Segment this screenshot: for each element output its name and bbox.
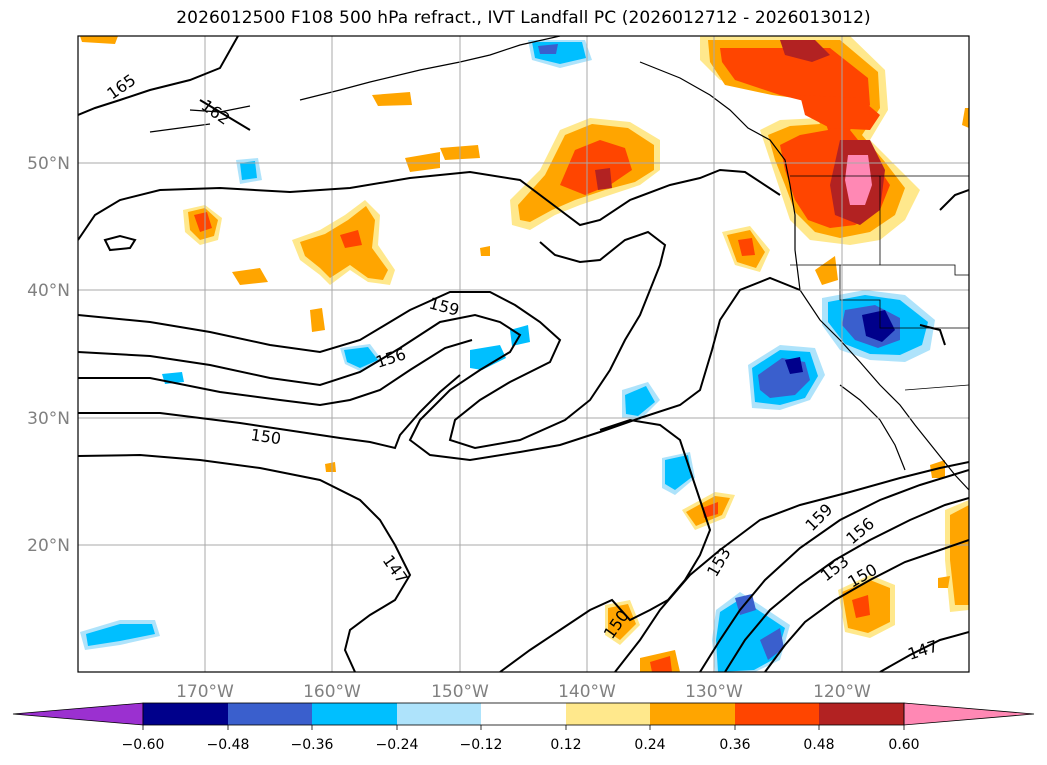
colorbar: −0.60 −0.48 −0.36 −0.24 −0.12 0.12 0.24 … [12,702,1035,753]
map-title: 2026012500 F108 500 hPa refract., IVT La… [176,8,871,28]
coastlines [149,36,969,491]
lat-label: 30°N [27,409,70,429]
colorbar-segment [735,703,819,725]
lon-label: 130°W [685,682,743,702]
political-borders [790,175,969,391]
colorbar-over-arrow [903,702,1035,726]
height-contours [78,36,969,672]
colorbar-segment [397,703,481,725]
colorbar-tick-label: −0.48 [207,737,250,753]
colorbar-tick-label: −0.60 [122,737,165,753]
lat-label: 50°N [27,154,70,174]
colorbar-tick-label: 0.60 [888,737,919,753]
latitude-labels: 50°N 40°N 30°N 20°N [27,154,70,556]
longitude-labels: 170°W 160°W 150°W 140°W 130°W 120°W [176,682,871,702]
colorbar-tick-label: −0.36 [291,737,334,753]
shading-layer [80,36,969,672]
lon-label: 120°W [813,682,871,702]
gridlines [78,36,969,672]
colorbar-tick-label: 0.48 [803,737,834,753]
colorbar-tick-label: −0.24 [376,737,419,753]
colorbar-segment [312,703,397,725]
colorbar-frame [142,702,905,726]
colorbar-tick-label: −0.12 [460,737,503,753]
lat-label: 20°N [27,536,70,556]
lon-label: 140°W [558,682,616,702]
contour-label: 150 [249,425,282,448]
lat-label: 40°N [27,281,70,301]
colorbar-segment [819,703,904,725]
lon-label: 160°W [303,682,361,702]
colorbar-tick-label: 0.36 [719,737,750,753]
colorbar-under-arrow [12,702,144,726]
colorbar-segment [650,703,735,725]
colorbar-tick-label: 0.24 [634,737,665,753]
colorbar-tick-label: 0.12 [550,737,581,753]
colorbar-segment [566,703,650,725]
colorbar-segment [143,703,228,725]
colorbar-segment [228,703,312,725]
colorbar-segment [481,703,566,725]
lon-label: 170°W [176,682,234,702]
lon-label: 150°W [431,682,489,702]
map-frame [77,35,970,673]
